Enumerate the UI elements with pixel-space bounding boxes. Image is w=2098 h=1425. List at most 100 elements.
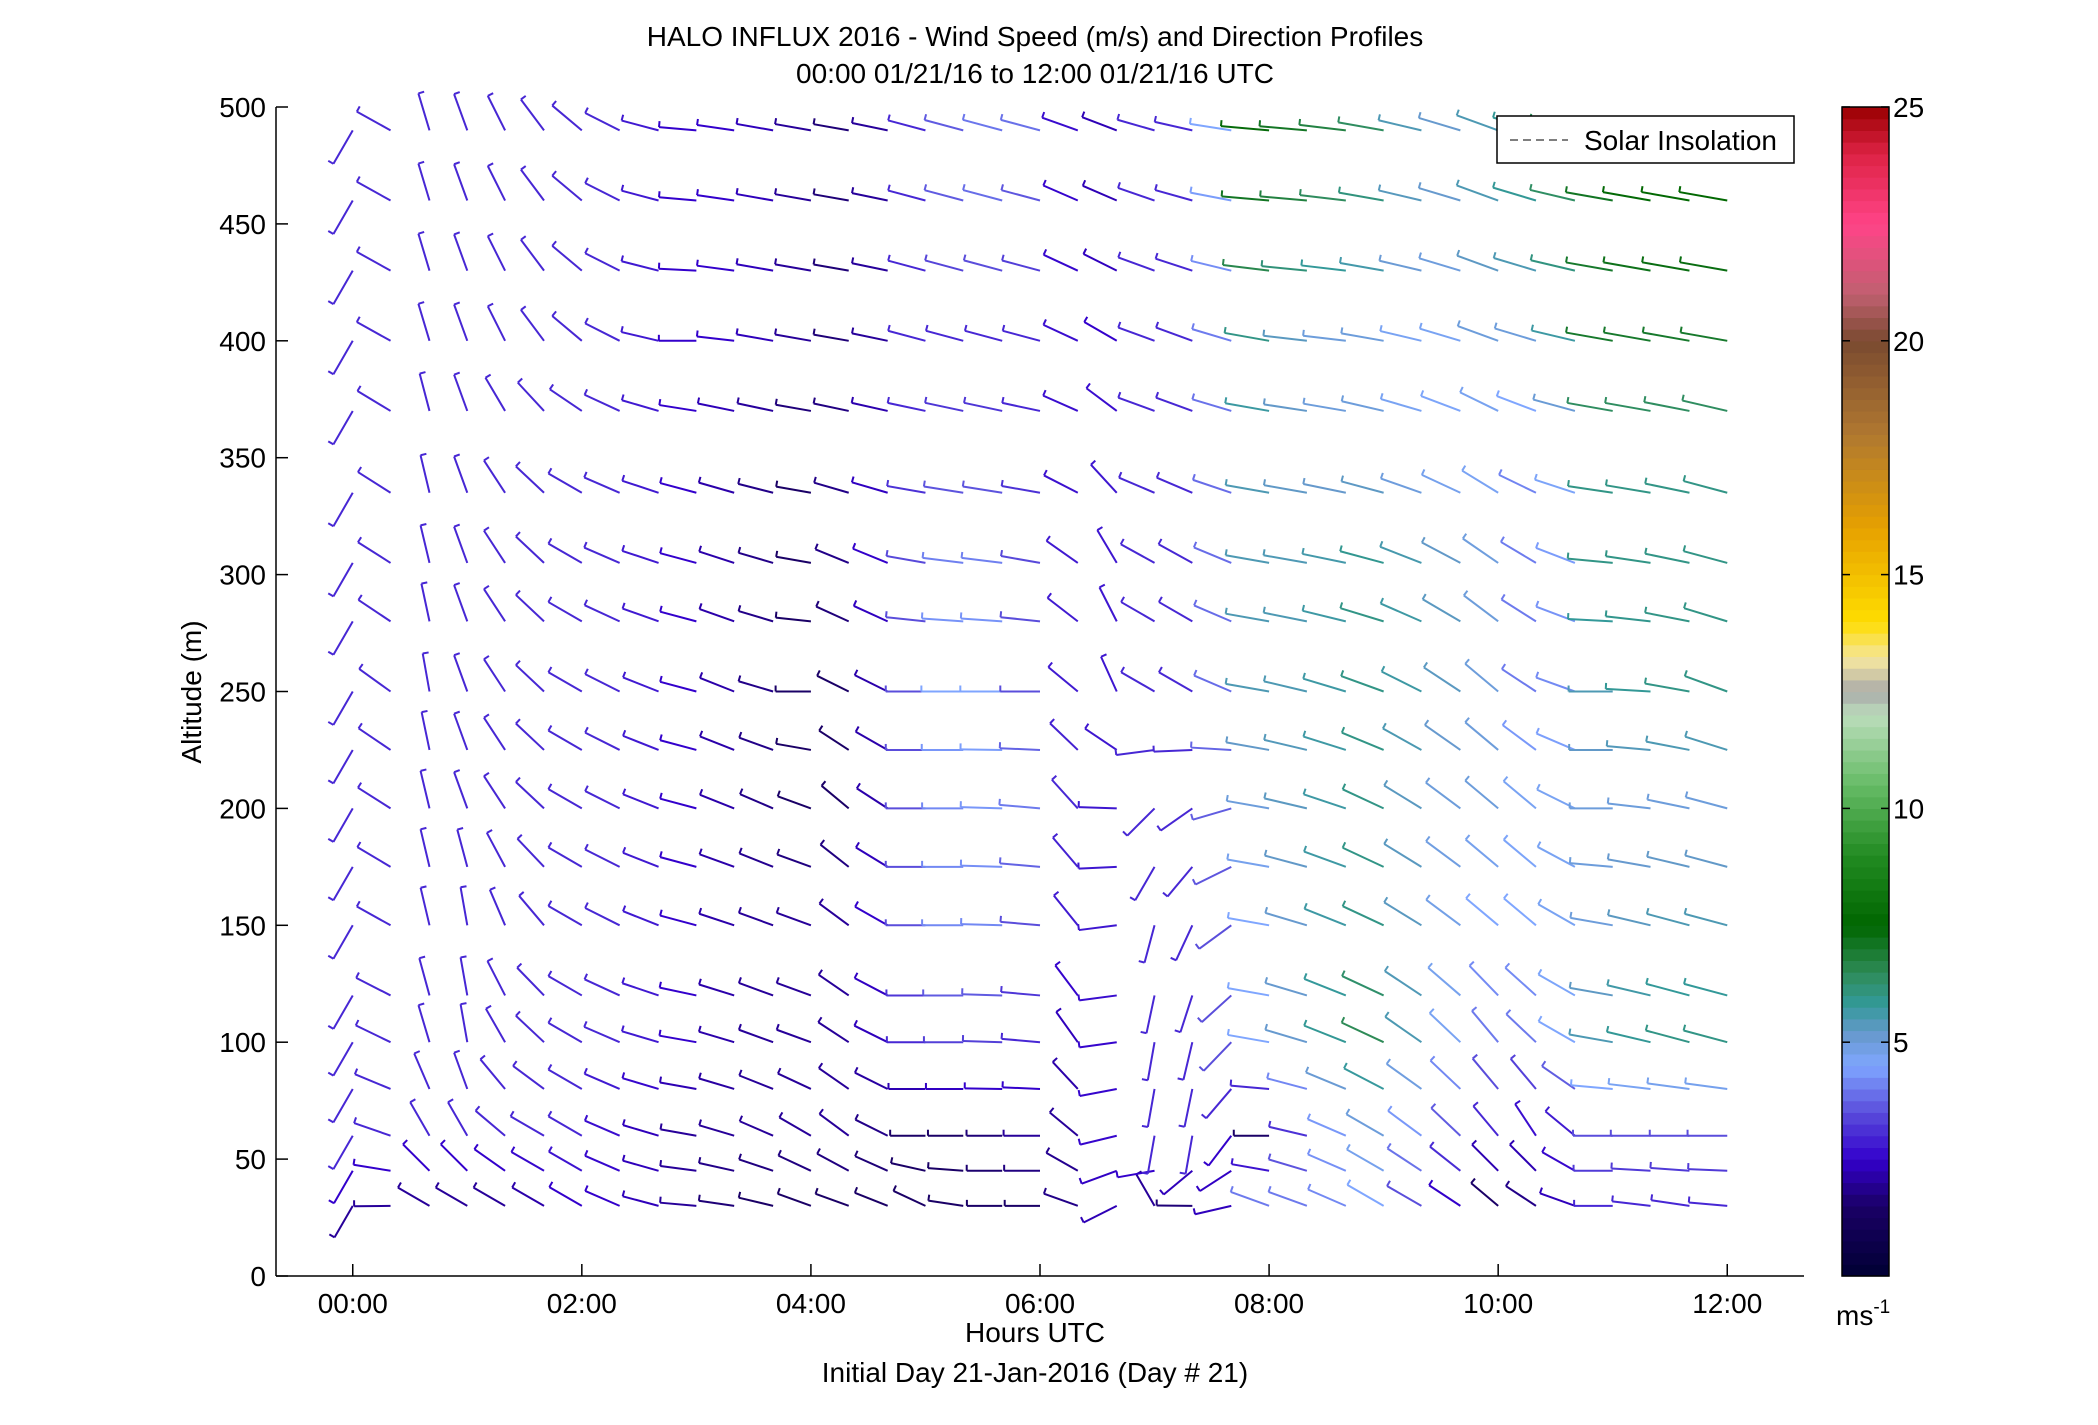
wind-barb-flag — [327, 440, 334, 446]
wind-barb-flag — [815, 600, 820, 607]
wind-barb-flag — [547, 467, 553, 474]
wind-barb-flag — [328, 1199, 335, 1205]
wind-barb — [738, 1074, 774, 1090]
wind-barb — [1340, 607, 1384, 623]
colorbar-band — [1842, 586, 1889, 599]
wind-barb — [421, 653, 431, 692]
wind-barb — [1195, 865, 1232, 886]
wind-barb-flag — [515, 461, 521, 468]
wind-barb-flag — [999, 113, 1004, 121]
wind-barb — [520, 309, 545, 342]
wind-barb-flag — [659, 547, 663, 554]
wind-barb-flag — [1053, 890, 1060, 897]
wind-barb-flag — [1262, 675, 1267, 682]
wind-barb — [1422, 598, 1461, 623]
wind-barb-flag — [1341, 783, 1347, 790]
wind-barb-flag — [327, 721, 334, 726]
wind-barb — [397, 1186, 430, 1207]
y-tick-label: 50 — [235, 1144, 266, 1175]
wind-barb — [622, 982, 659, 997]
wind-barb-flag — [737, 1191, 742, 1198]
wind-barb — [1509, 1143, 1537, 1172]
wind-barb-flag — [1568, 1028, 1572, 1035]
wind-barb-flag — [775, 550, 779, 557]
colorbar-band — [1842, 644, 1889, 658]
wind-barb-flag — [854, 901, 859, 908]
wind-barb-flag — [1262, 479, 1266, 486]
colorbar-band — [1842, 843, 1889, 856]
wind-barb — [1143, 925, 1156, 963]
wind-barb — [1567, 618, 1613, 623]
wind-barb-flag — [1262, 398, 1266, 405]
wind-barb — [1535, 547, 1576, 564]
wind-barb — [1533, 398, 1576, 412]
wind-barb — [855, 730, 889, 751]
wind-barb — [818, 902, 850, 927]
wind-barb — [584, 604, 621, 623]
wind-barb-flag — [1683, 907, 1688, 915]
wind-barb — [417, 163, 431, 201]
wind-barb — [584, 1190, 621, 1207]
wind-barb — [1602, 191, 1651, 202]
wind-barb — [893, 1190, 926, 1207]
wind-barb — [584, 790, 621, 810]
wind-barb — [698, 1030, 735, 1044]
colorbar-band — [1842, 691, 1889, 704]
wind-barb-flag — [621, 977, 626, 984]
wind-barb — [1384, 970, 1422, 997]
wind-barb-flag — [584, 107, 589, 114]
wind-barb-flag — [887, 184, 891, 191]
wind-barb-flag — [327, 592, 334, 598]
wind-barb-flag — [1606, 909, 1611, 916]
wind-barb — [659, 404, 697, 412]
wind-barb — [1459, 391, 1499, 412]
wind-barb-flag — [1141, 1171, 1149, 1175]
wind-barb-flag — [516, 962, 523, 969]
wind-barb-flag — [886, 396, 890, 404]
wind-barb — [887, 259, 926, 272]
wind-barb — [1193, 546, 1232, 564]
wind-barb — [962, 118, 1003, 132]
wind-barb — [1537, 903, 1576, 927]
wind-barb-flag — [1641, 256, 1645, 263]
wind-barb — [851, 332, 888, 342]
wind-barb-flag — [1456, 320, 1461, 327]
wind-barb — [1268, 1158, 1308, 1172]
wind-barb-flag — [1192, 541, 1198, 548]
wind-barb — [332, 994, 354, 1030]
wind-barb — [699, 853, 735, 868]
wind-barb-flag — [818, 898, 824, 905]
wind-barb-flag — [738, 847, 743, 854]
wind-barb — [419, 770, 431, 809]
wind-barb-flag — [485, 1004, 492, 1010]
wind-barb — [547, 601, 583, 623]
wind-barb — [1505, 1013, 1537, 1043]
wind-barb-flag — [1683, 977, 1687, 985]
wind-barb — [813, 333, 849, 342]
wind-barb-flag — [1303, 902, 1308, 910]
wind-barb-flag — [516, 833, 523, 840]
wind-barb — [332, 129, 354, 165]
wind-barb — [774, 333, 812, 342]
wind-barb — [1565, 191, 1613, 202]
wind-barb — [1265, 982, 1308, 997]
wind-barb — [417, 303, 431, 342]
wind-barb — [1303, 735, 1347, 751]
wind-barb-flag — [353, 1068, 359, 1075]
wind-barb — [854, 905, 889, 927]
wind-barb — [621, 189, 659, 202]
colorbar-band — [1842, 1088, 1889, 1102]
colorbar-band — [1842, 1194, 1889, 1207]
wind-barb-flag — [1510, 1054, 1516, 1060]
wind-barb — [1118, 476, 1155, 494]
wind-barb — [1567, 557, 1613, 564]
wind-barb — [1684, 675, 1728, 693]
wind-barb-flag — [1465, 893, 1471, 900]
wind-barb — [1683, 550, 1728, 564]
wind-barb — [1380, 602, 1422, 623]
wind-barb-flag — [409, 1098, 416, 1104]
wind-barb — [1261, 265, 1307, 272]
wind-barb-flag — [1155, 321, 1160, 328]
wind-barb-flag — [1259, 190, 1262, 197]
wind-barb-flag — [1604, 396, 1608, 404]
